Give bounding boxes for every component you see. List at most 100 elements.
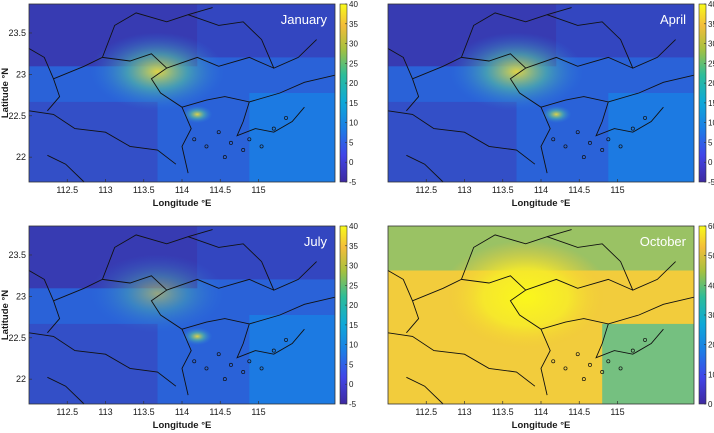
colorbar-tick-label: 15 [349, 99, 358, 108]
admin-boundary [28, 332, 177, 387]
x-tick-label: 114.5 [568, 407, 590, 417]
y-tick-label: 22.5 [8, 111, 26, 121]
island-outline [606, 359, 611, 364]
island-outline [630, 126, 635, 131]
colorbar-tick-label: 25 [349, 281, 358, 290]
colorbar-tick-label: 10 [349, 119, 358, 128]
admin-boundary [525, 56, 633, 69]
x-tick-label: 113 [457, 407, 471, 417]
admin-boundary [406, 376, 444, 405]
low-value-region [556, 4, 694, 58]
colorbar-tick-label: 35 [349, 20, 358, 29]
island-outline [575, 130, 580, 135]
colorbar [339, 225, 348, 405]
island-outline [204, 366, 209, 371]
island-outline [563, 144, 568, 149]
y-tick-label: 23 [16, 69, 26, 79]
island-outline [643, 337, 647, 342]
island-outline [271, 126, 276, 131]
island-outline [600, 370, 605, 374]
colorbar-tick-label: 30 [349, 262, 358, 271]
colorbar-tick-label: 10 [708, 370, 714, 379]
x-tick-label: 115 [251, 185, 265, 195]
island-outline [229, 140, 233, 145]
colorbar-tick-label: 0 [349, 380, 354, 389]
island-outline [241, 148, 246, 152]
admin-boundary [28, 270, 54, 301]
island-outline [606, 137, 611, 142]
low-value-region [388, 101, 517, 182]
admin-boundary [53, 275, 192, 396]
low-value-region [29, 101, 158, 182]
admin-boundary [595, 323, 664, 359]
colorbar-tick-label: 20 [349, 79, 358, 88]
y-tick-label: 23.5 [8, 28, 26, 38]
island-outline [588, 140, 592, 145]
admin-boundary [460, 229, 572, 280]
admin-boundary [236, 101, 305, 137]
colorbar-tick-label: 15 [708, 99, 714, 108]
hotspot [541, 105, 572, 124]
x-tick-label: 113.5 [492, 407, 514, 417]
x-tick-label: 115 [251, 407, 265, 417]
x-tick-label: 115 [610, 185, 624, 195]
colorbar-tick-label: 35 [349, 242, 358, 251]
hotspot [182, 327, 213, 346]
admin-boundary [406, 300, 420, 334]
admin-boundary [28, 110, 177, 165]
island-outline [247, 359, 252, 364]
x-tick-label: 112.5 [415, 185, 437, 195]
sea-region [602, 323, 694, 404]
y-axis-label: Latitude °N [0, 68, 11, 118]
colorbar-tick-label: 40 [349, 222, 358, 231]
x-tick-label: 113 [457, 185, 471, 195]
island-outline [192, 137, 197, 142]
colorbar-tick-label: -5 [349, 400, 357, 409]
admin-boundary [47, 78, 61, 112]
admin-boundary [28, 48, 54, 79]
island-outline [229, 362, 233, 367]
admin-boundary [166, 278, 274, 291]
admin-boundary [101, 229, 213, 280]
colorbar-tick-label: 20 [708, 341, 714, 350]
x-tick-label: 113.5 [492, 185, 514, 195]
admin-boundary [47, 154, 85, 183]
sea-region [249, 93, 335, 182]
island-outline [259, 366, 264, 371]
admin-boundary [47, 300, 61, 334]
island-outline [630, 348, 635, 353]
island-outline [216, 130, 221, 135]
admin-boundary [236, 323, 305, 359]
map-panel-july: July 112.5 113 113.5 114 114.5 115 22 22.5 23 23.5… [0, 222, 358, 431]
admin-boundary [387, 332, 536, 387]
colorbar [339, 3, 348, 183]
low-value-region [29, 323, 158, 404]
island-outline [241, 370, 246, 374]
panel-title: January [281, 12, 328, 27]
colorbar-tick-label: -5 [708, 178, 714, 187]
admin-boundary [406, 154, 444, 183]
x-tick-label: 114.5 [209, 407, 231, 417]
x-axis-label: Longitude °E [512, 420, 571, 431]
admin-boundary [47, 376, 85, 405]
x-axis-label: Longitude °E [512, 198, 571, 209]
colorbar-tick-label: 0 [349, 158, 354, 167]
island-outline [551, 137, 556, 142]
x-tick-label: 113 [98, 407, 112, 417]
x-tick-label: 113.5 [133, 185, 155, 195]
island-outline [588, 362, 592, 367]
admin-boundary [101, 7, 213, 58]
x-axis-label: Longitude °E [153, 420, 212, 431]
y-axis-label: Latitude °N [0, 290, 11, 340]
island-outline [204, 144, 209, 149]
admin-boundary [387, 110, 536, 165]
island-outline [600, 148, 605, 152]
admin-boundary [187, 236, 317, 291]
island-outline [259, 144, 264, 149]
colorbar-tick-label: 0 [708, 158, 713, 167]
colorbar-tick-label: 35 [708, 20, 714, 29]
admin-boundary [387, 270, 413, 301]
island-outline [575, 352, 580, 357]
sea-region [249, 315, 335, 404]
colorbar-tick-label: 20 [708, 79, 714, 88]
